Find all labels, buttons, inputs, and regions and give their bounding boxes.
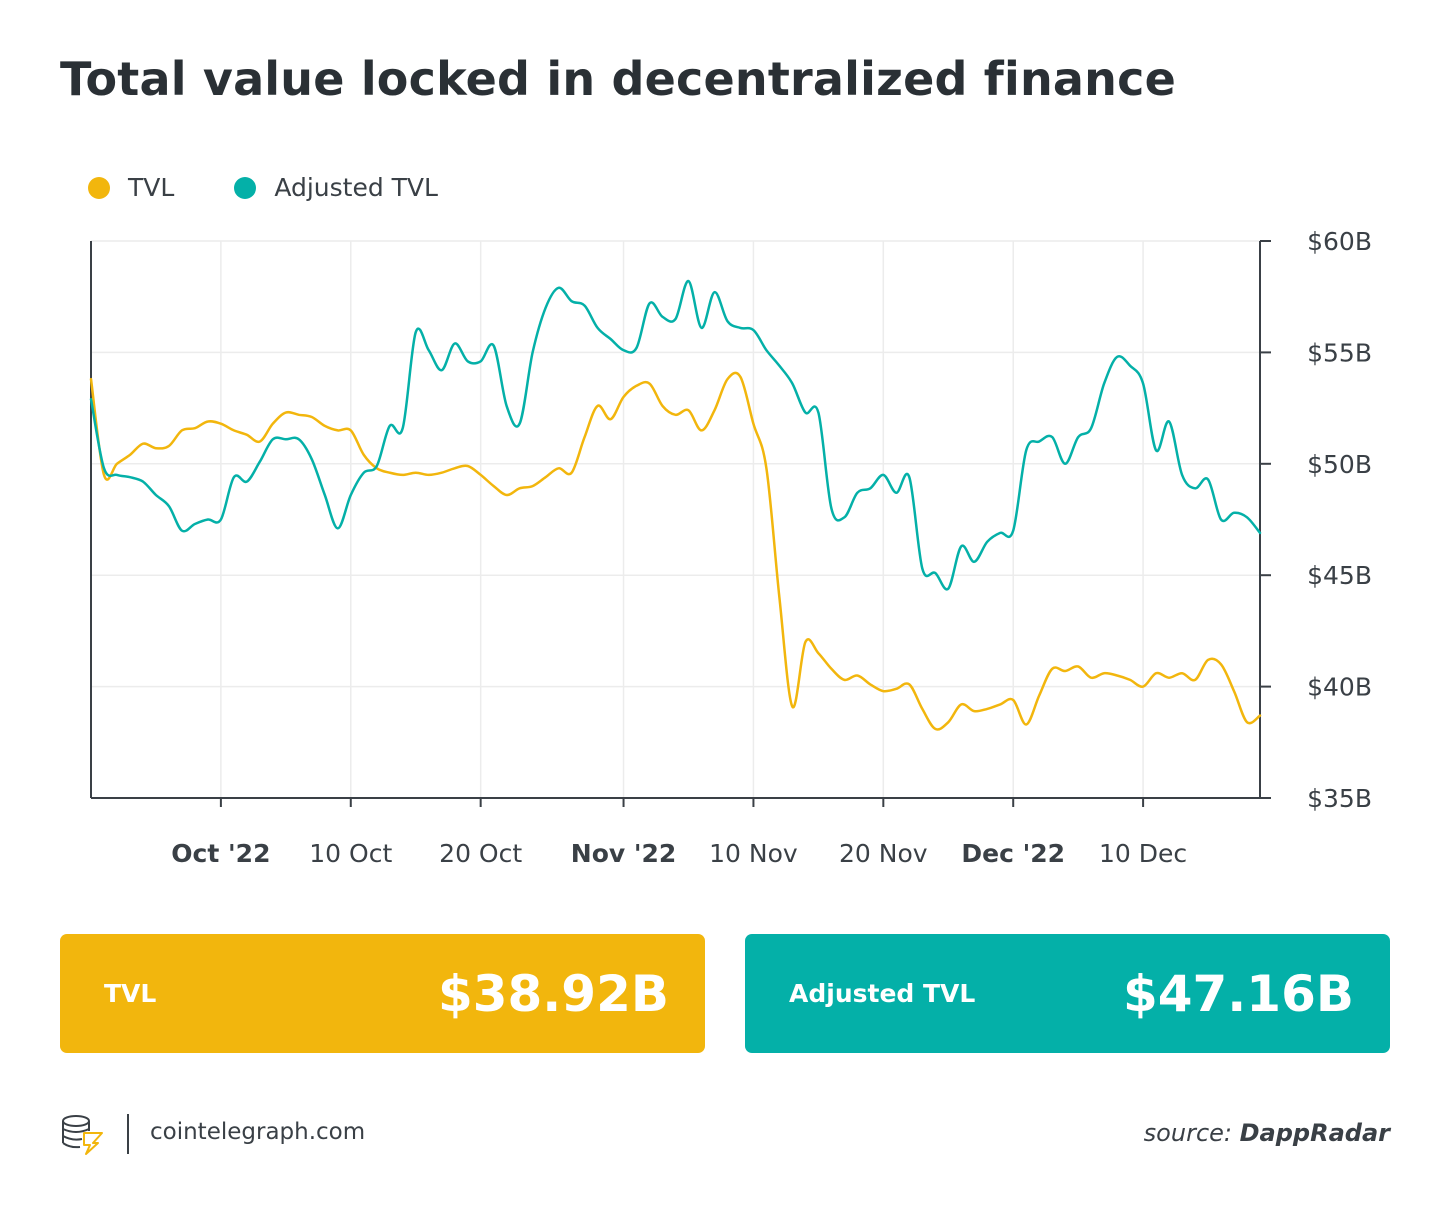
x-tick-label: Oct '22 [171,839,270,868]
x-tick-label: 10 Nov [709,839,798,868]
cointelegraph-logo-icon[interactable] [60,1113,104,1155]
source-name: DappRadar [1239,1119,1390,1147]
legend-item-tvl[interactable]: TVL [88,173,174,202]
legend-dot-tvl [88,176,110,199]
tvl-stat-value: $38.92B [437,964,669,1023]
footer-divider [127,1114,129,1154]
line-chart: $35B $40B $45B $50B $55B $60B Oct '22 10 Oct 20 … [89,227,1372,868]
y-tick-label: $40B [1307,673,1372,702]
chart-title: Total value locked in decentralized fina… [60,52,1176,106]
legend-label-adjusted-tvl: Adjusted TVL [274,173,438,202]
y-tick-label: $45B [1307,561,1372,590]
y-tick-label: $35B [1307,784,1372,813]
tvl-stat-card: TVL $38.92B [60,934,705,1053]
legend-dot-adjusted-tvl [234,176,257,199]
legend-item-adjusted-tvl[interactable]: Adjusted TVL [234,173,438,202]
footer-site-link[interactable]: cointelegraph.com [150,1119,366,1145]
x-tick-label: 10 Oct [309,839,392,868]
adjusted-tvl-stat-value: $47.16B [1122,964,1354,1023]
footer-source: source: DappRadar [1144,1119,1390,1147]
x-tick-label: Nov '22 [571,839,677,868]
y-tick-label: $55B [1307,338,1372,367]
x-tick-label: 10 Dec [1099,839,1187,868]
legend-label-tvl: TVL [128,173,175,202]
y-tick-label: $60B [1307,227,1372,256]
x-tick-label: 20 Oct [439,839,522,868]
y-tick-label: $50B [1307,450,1372,479]
series-line-adjusted-tvl [89,279,1262,591]
source-prefix: source: [1143,1119,1240,1147]
legend: TVL Adjusted TVL [88,173,438,202]
adjusted-tvl-stat-label: Adjusted TVL [789,979,976,1008]
x-tick-label: 20 Nov [839,839,928,868]
x-tick-label: Dec '22 [961,839,1065,868]
series-line-tvl [89,371,1262,731]
tvl-stat-label: TVL [104,979,157,1008]
adjusted-tvl-stat-card: Adjusted TVL $47.16B [745,934,1390,1053]
